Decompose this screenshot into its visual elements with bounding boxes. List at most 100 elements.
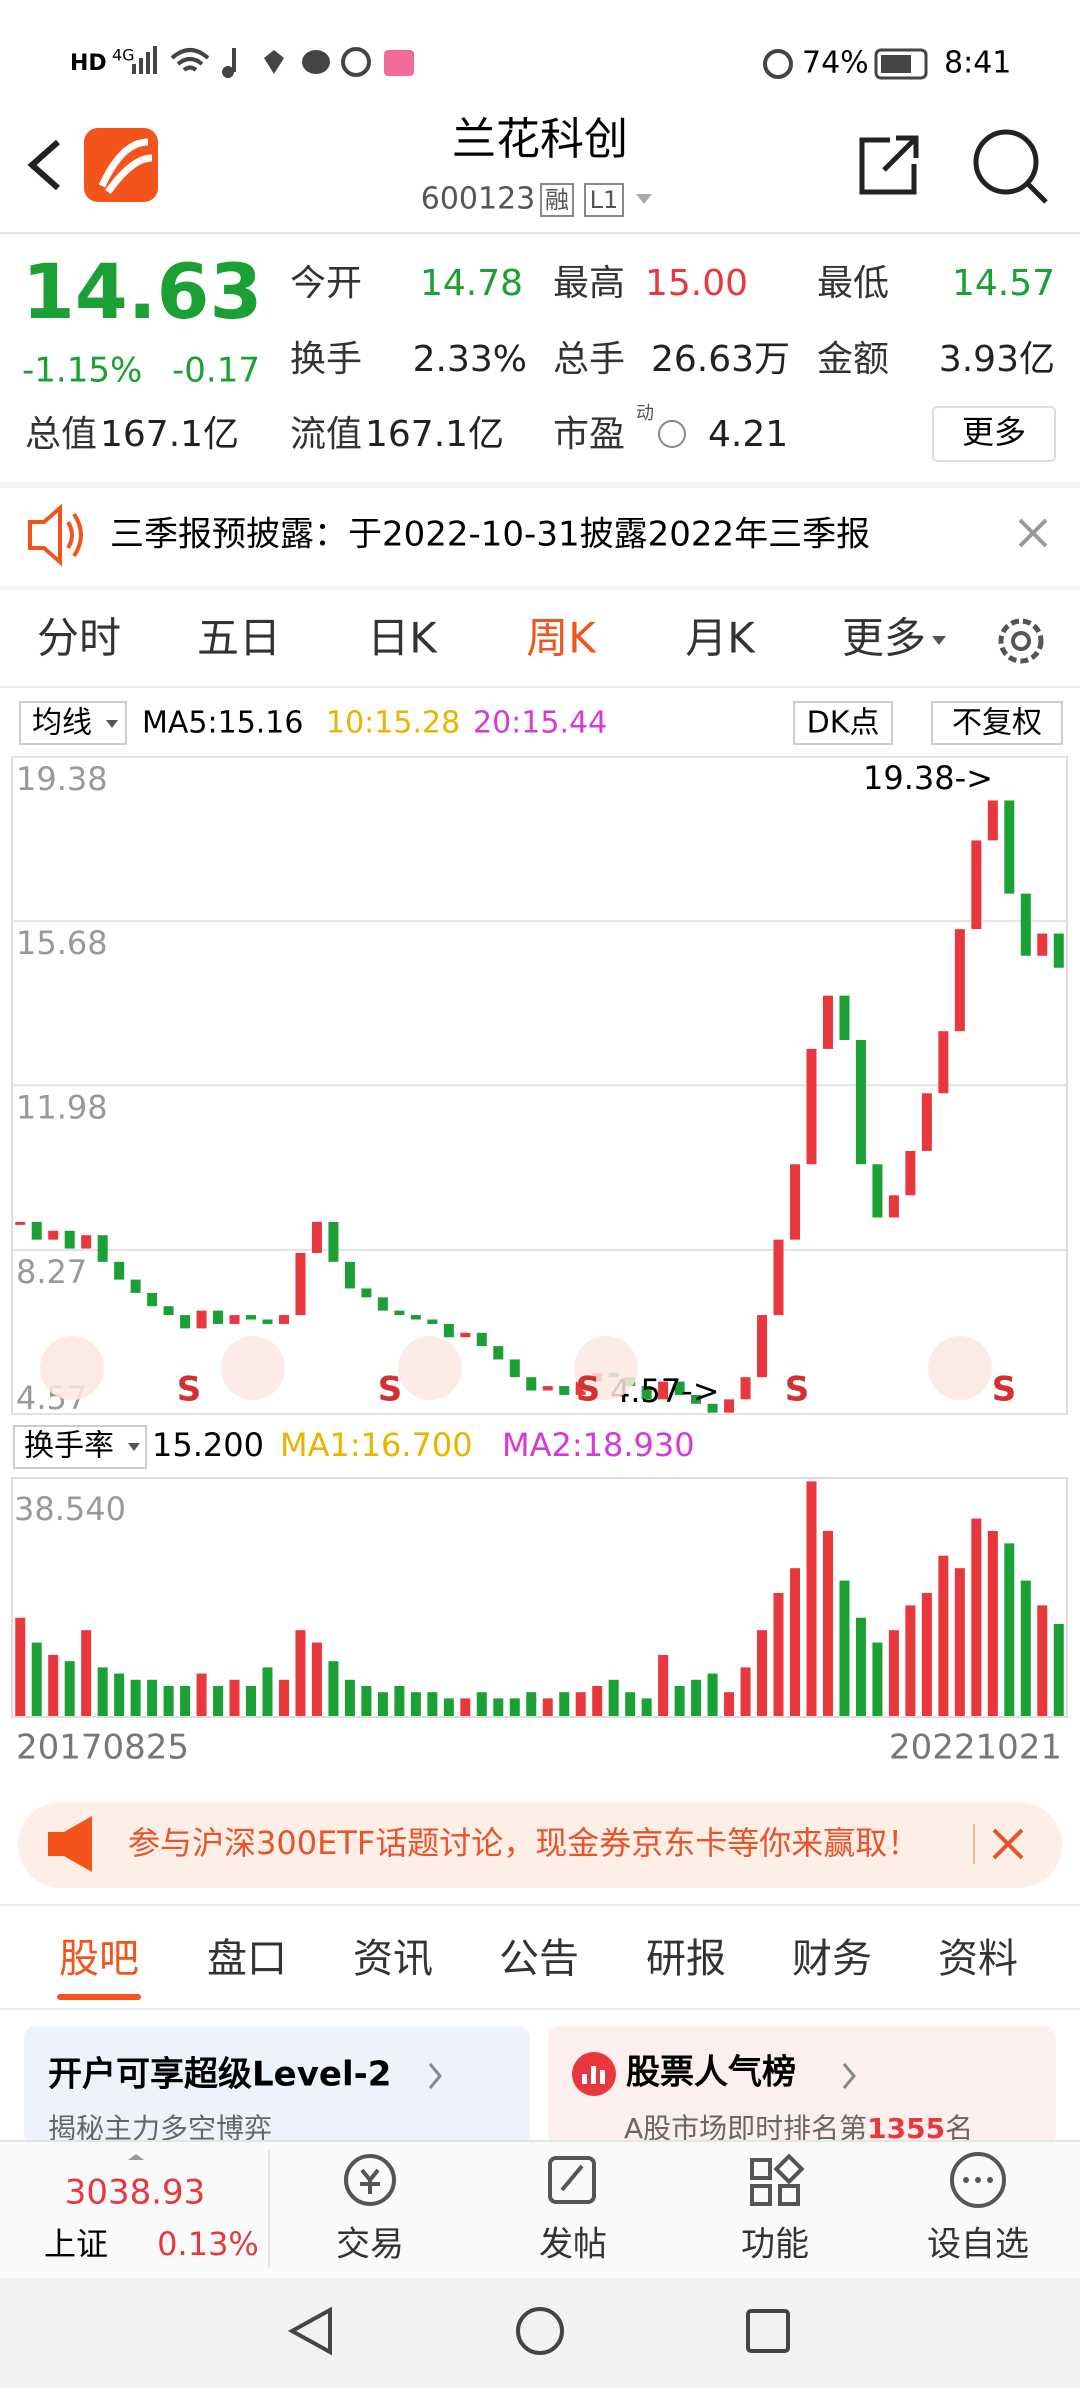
period-tab[interactable]: 分时 <box>37 614 121 663</box>
nav-item[interactable]: 功能 <box>741 2225 809 2265</box>
dk-button[interactable] <box>793 701 893 745</box>
more-dots <box>963 2177 993 2183</box>
divider <box>0 2140 1080 2142</box>
candle <box>97 1235 108 1262</box>
notice-bar[interactable] <box>0 487 1080 587</box>
volume-bar <box>509 1698 520 1717</box>
signal-marker: S <box>378 1370 403 1410</box>
volume-bar <box>460 1698 471 1717</box>
volume-bar <box>658 1654 669 1717</box>
volume-bar <box>773 1592 784 1717</box>
nav-home[interactable] <box>516 2307 564 2355</box>
content-tab[interactable]: 资料 <box>938 1936 1018 1982</box>
card-title: 股票人气榜 <box>626 2053 796 2093</box>
stat-label: 总手 <box>553 339 625 380</box>
ad-text: 参与沪深300ETF话题讨论，现金券京东卡等你来赢取！ <box>128 1824 919 1862</box>
content-tab[interactable]: 股吧 <box>59 1936 139 1982</box>
stock-code: 600123 <box>421 182 536 217</box>
candle <box>31 1221 42 1240</box>
volume-bar <box>822 1530 833 1717</box>
content-tab[interactable]: 公告 <box>499 1936 579 1982</box>
candle <box>180 1315 191 1329</box>
chart-control[interactable] <box>398 1336 462 1400</box>
nav-back[interactable] <box>287 2306 332 2356</box>
candle <box>757 1315 768 1378</box>
candle <box>740 1377 751 1400</box>
content-tab[interactable]: 盘口 <box>207 1936 287 1982</box>
candle <box>1037 933 1048 956</box>
candle <box>1020 893 1031 956</box>
nav-item[interactable]: 交易 <box>336 2225 404 2265</box>
ad-close[interactable] <box>992 1828 1024 1860</box>
notice-close[interactable] <box>1018 518 1048 548</box>
nav-item[interactable]: 设自选 <box>927 2225 1029 2265</box>
chart-control[interactable] <box>928 1336 992 1400</box>
candle <box>1004 800 1015 894</box>
index-value: 3038.93 <box>65 2173 206 2213</box>
back-button[interactable] <box>27 139 60 191</box>
card[interactable] <box>548 2026 1056 2146</box>
period-tab[interactable]: 五日 <box>197 614 281 663</box>
content-tab[interactable]: 财务 <box>792 1936 872 1982</box>
card-title: 开户可享超级Level-2 <box>48 2055 391 2095</box>
status-network: 4G <box>112 46 135 65</box>
stat-label: 流值 <box>290 414 362 455</box>
volume-bar <box>377 1692 388 1717</box>
chart-control[interactable] <box>574 1336 638 1400</box>
volume-bar <box>905 1605 916 1717</box>
volume-bar <box>1020 1580 1031 1717</box>
volume-bar <box>410 1692 421 1717</box>
candle <box>707 1403 718 1413</box>
status-icons <box>132 46 793 79</box>
card-subtitle: 揭秘主力多空博弈 <box>48 2112 272 2145</box>
pe-info[interactable] <box>658 420 686 448</box>
adjust-button[interactable] <box>931 701 1063 745</box>
content-tab[interactable]: 资讯 <box>353 1936 433 1982</box>
candle <box>806 1048 817 1165</box>
volume-bar <box>855 1617 866 1717</box>
period-tab[interactable]: 更多 <box>842 614 926 663</box>
ma10-legend: 10:15.28 <box>326 706 460 741</box>
chart-control[interactable] <box>221 1336 285 1400</box>
period-tab[interactable]: 日K <box>367 614 438 663</box>
card[interactable] <box>24 2026 530 2146</box>
nav-item[interactable]: 发帖 <box>539 2225 607 2265</box>
candle <box>361 1288 372 1298</box>
candle <box>526 1377 537 1391</box>
volume-bar <box>1037 1605 1048 1717</box>
ad-banner[interactable] <box>18 1802 1062 1888</box>
candle <box>641 1386 652 1400</box>
volume-bar <box>575 1692 586 1717</box>
candle <box>691 1394 702 1404</box>
signal-marker: S <box>785 1370 810 1410</box>
stat-label: 今开 <box>290 263 362 304</box>
stat-label: 换手 <box>290 339 362 380</box>
stat-value: 3.93亿 <box>939 339 1055 380</box>
nav-recents[interactable] <box>746 2309 790 2353</box>
stat-label: 最高 <box>553 263 625 304</box>
settings-button[interactable] <box>998 618 1044 664</box>
dropdown-arrow[interactable] <box>636 194 652 204</box>
tag-box <box>584 183 624 217</box>
stat-value: 14.78 <box>420 263 523 304</box>
chart-control[interactable] <box>40 1336 104 1400</box>
candle <box>773 1239 784 1316</box>
volume-bar <box>790 1568 801 1717</box>
more-button[interactable] <box>932 406 1056 462</box>
change: -0.17 <box>172 351 260 391</box>
megaphone-icon <box>48 1816 92 1872</box>
period-tab[interactable]: 周K <box>526 614 597 663</box>
volume-bar <box>938 1555 949 1717</box>
indicator-select[interactable] <box>19 701 127 745</box>
search-button[interactable] <box>973 129 1048 204</box>
volume-bar <box>987 1530 998 1717</box>
volume-bar <box>757 1630 768 1717</box>
period-tab[interactable]: 月K <box>685 614 756 663</box>
content-tab[interactable]: 研报 <box>646 1936 726 1982</box>
expand-arrow[interactable] <box>128 2154 144 2160</box>
volume-indicator-select[interactable] <box>13 1425 147 1469</box>
divider <box>0 232 1080 234</box>
share-button[interactable] <box>859 135 919 195</box>
tag-box <box>540 183 574 217</box>
